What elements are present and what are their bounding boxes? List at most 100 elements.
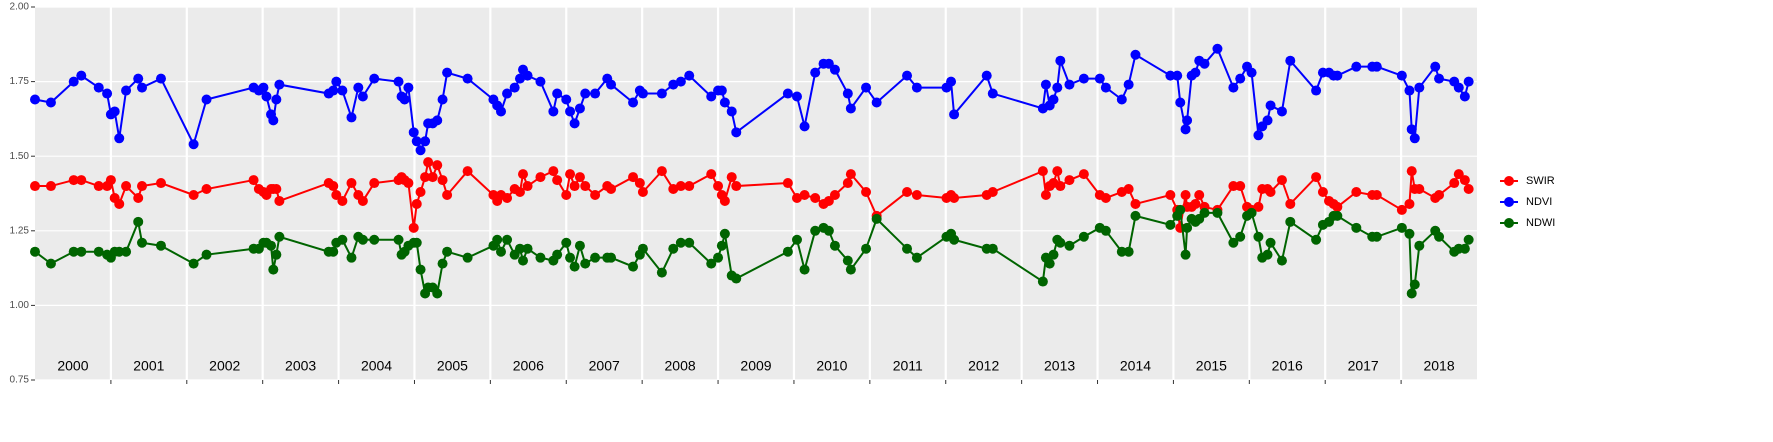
data-point [1235,181,1246,192]
data-point [411,198,422,209]
y-tick-label: 0.75 [10,375,30,386]
data-point [518,169,529,180]
data-point [574,103,585,114]
data-point [495,246,506,257]
data-point [1048,94,1059,105]
data-point [462,73,473,84]
data-point [1430,61,1441,72]
data-point [1094,73,1105,84]
data-point [1180,249,1191,260]
data-point [799,189,810,200]
data-point [981,70,992,81]
data-point [1100,192,1111,203]
data-point [987,243,998,254]
data-point [1190,198,1201,209]
data-point [1182,222,1193,233]
data-point [1165,189,1176,200]
data-point [248,175,259,186]
data-point [155,240,166,251]
data-point [706,258,717,269]
data-point [1078,73,1089,84]
data-point [328,181,339,192]
data-point [437,175,448,186]
data-point [1044,258,1055,269]
x-tick-label: 2011 [893,358,923,374]
x-tick-label: 2008 [665,358,696,374]
data-point [261,91,272,102]
data-point [731,127,742,138]
data-point [1463,184,1474,195]
x-tick-label: 2009 [740,358,771,374]
data-point [76,70,87,81]
data-point [810,192,821,203]
data-point [799,264,810,275]
data-point [1463,76,1474,87]
data-point [1212,43,1223,54]
data-point [1262,249,1273,260]
data-point [403,178,414,189]
data-point [574,240,585,251]
data-point [1317,187,1328,198]
data-point [799,121,810,132]
data-point [668,184,679,195]
data-point [76,246,87,257]
data-point [829,240,840,251]
data-point [719,195,730,206]
data-point [114,198,125,209]
data-point [137,237,148,248]
data-point [668,79,679,90]
data-point [871,97,882,108]
data-point [569,181,580,192]
data-point [1228,82,1239,93]
data-point [93,82,104,93]
data-point [684,70,695,81]
data-point [30,246,40,257]
data-point [1180,124,1191,135]
x-tick-label: 2006 [513,358,544,374]
data-point [1332,70,1343,81]
data-point [1409,133,1420,144]
data-point [1175,204,1186,215]
data-point [271,249,282,260]
data-point [1199,207,1210,218]
data-point [133,73,144,84]
data-point [911,82,922,93]
data-point [393,76,404,87]
data-point [726,106,737,117]
data-point [1276,106,1287,117]
data-point [1414,82,1425,93]
x-tick-label: 2001 [133,358,164,374]
data-point [462,166,473,177]
data-point [791,91,802,102]
data-point [861,187,872,198]
data-point [137,82,148,93]
data-point [427,172,438,183]
data-point [509,82,520,93]
data-point [1182,115,1193,126]
data-point [357,91,368,102]
data-point [420,136,431,147]
data-point [1404,228,1415,239]
data-point [1055,55,1066,66]
data-point [415,187,426,198]
data-point [1130,49,1141,60]
data-point [492,234,503,245]
data-point [201,184,212,195]
data-point [420,172,431,183]
data-point [1406,288,1417,299]
data-point [580,88,591,99]
data-point [201,249,212,260]
data-point [1078,231,1089,242]
legend-label: NDVI [1526,196,1552,208]
data-point [713,252,724,263]
data-point [949,109,960,120]
data-point [842,255,853,266]
data-point [1130,210,1141,221]
data-point [823,225,834,236]
data-point [810,225,821,236]
data-point [656,88,667,99]
data-point [1228,237,1239,248]
data-point [1311,85,1322,96]
data-point [1434,189,1445,200]
